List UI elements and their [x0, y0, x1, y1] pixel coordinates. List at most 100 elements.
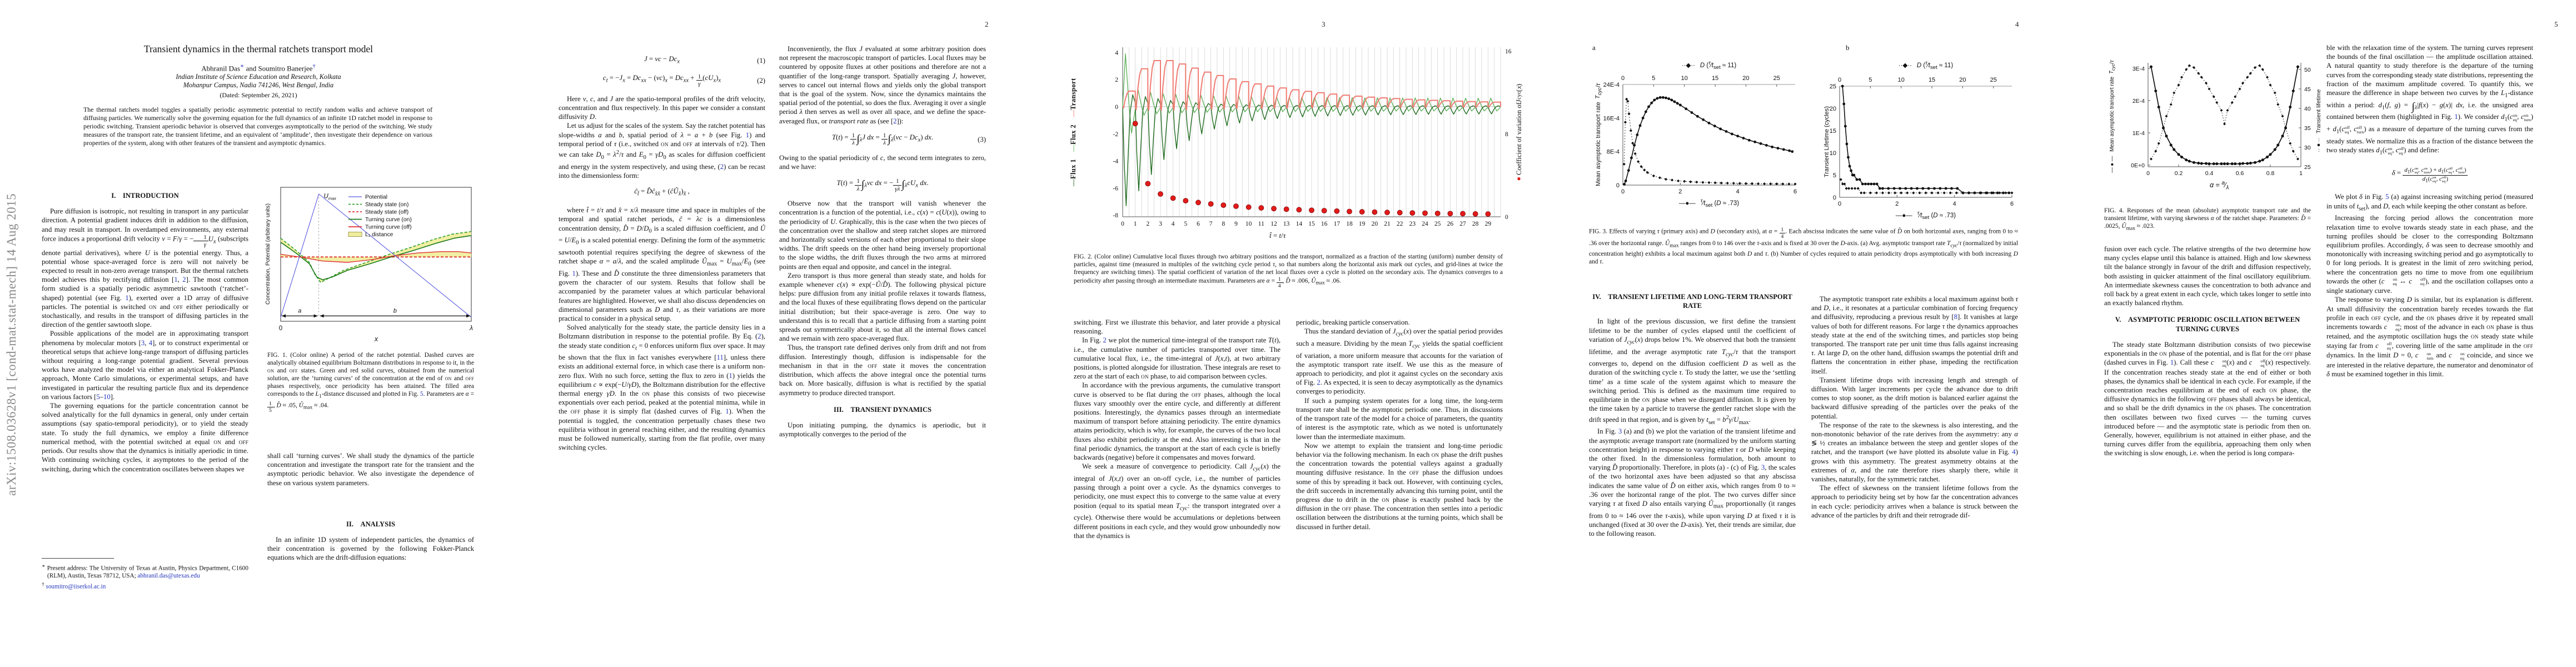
svg-text:29: 29: [1485, 221, 1492, 227]
page2-right-column: Inconveniently, the flux J evaluated at …: [779, 44, 986, 439]
equation-delta: δ = d1(c on eq, c on turn) + d1(c off eq, c off…: [2326, 167, 2533, 184]
svg-text:Umax: Umax: [323, 193, 336, 201]
svg-text:Steady state (off): Steady state (off): [365, 210, 408, 216]
svg-text:0: 0: [1838, 201, 1841, 207]
footnotes: ∗ Present address: The University of Tex…: [42, 558, 248, 593]
svg-text:4: 4: [1172, 221, 1175, 227]
svg-text:2E-4: 2E-4: [2132, 98, 2145, 104]
svg-text:0: 0: [1115, 104, 1118, 111]
svg-text:6: 6: [2010, 201, 2014, 207]
lifetime-paragraph-4: Transient lifetime drops with increasing…: [1811, 376, 2018, 420]
svg-text:0: 0: [1833, 195, 1836, 201]
figure-3-caption: FIG. 3. Effects of varying τ (primary ax…: [1589, 227, 2018, 265]
analysis-paragraph-5: Solved analytically for the steady state…: [559, 323, 766, 452]
svg-text:5: 5: [1833, 172, 1836, 179]
svg-text:24: 24: [1422, 221, 1428, 227]
analysis-paragraph-4: where t̂ = t/τ and x̂ = x/λ measure time…: [559, 206, 766, 322]
svg-text:10: 10: [1681, 75, 1688, 82]
svg-text:18: 18: [1346, 221, 1353, 227]
svg-text:27: 27: [1459, 221, 1466, 227]
page1-right-column: shall call ‘turning curves’. We shall st…: [267, 451, 474, 563]
svg-text:0E+0: 0E+0: [2131, 162, 2145, 169]
svg-text:λ: λ: [469, 324, 473, 332]
oscillation-paragraph-2: The steady state Boltzmann distribution …: [2104, 340, 2311, 457]
svg-text:17: 17: [1334, 221, 1341, 227]
svg-text:2: 2: [1678, 188, 1682, 195]
turning-curves-paragraph: shall call ‘turning curves’. We shall st…: [267, 452, 474, 487]
page-number-2: 2: [985, 20, 989, 28]
svg-text:30: 30: [2304, 145, 2311, 151]
svg-text:11: 11: [1258, 221, 1264, 227]
svg-text:25: 25: [1990, 77, 1997, 83]
svg-text:20: 20: [1742, 75, 1749, 82]
svg-text:35: 35: [2304, 125, 2311, 132]
equation-dimensionless: ĉt̂ = D̂ĉx̂x̂ + (ĉÛx̂)x̂ ,: [634, 187, 690, 197]
analysis-paragraph-3: Let us adjust for the scales of the syst…: [559, 122, 766, 180]
intro-paragraph-3: The governing equations for the particle…: [42, 402, 248, 473]
svg-text:3: 3: [1159, 221, 1162, 227]
svg-text:-6: -6: [1113, 185, 1118, 192]
svg-text:4: 4: [1953, 201, 1956, 207]
svg-text:45: 45: [2304, 86, 2311, 93]
page1-left-column: I. INTRODUCTION Pure diffusion is isotro…: [42, 183, 248, 474]
svg-text:16: 16: [1321, 221, 1328, 227]
svg-text:26: 26: [1447, 221, 1454, 227]
svg-text:6: 6: [1197, 221, 1200, 227]
figure-3b-y-axis-label: Transient Lifetime (cycles): [1823, 106, 1830, 177]
svg-text:28: 28: [1472, 221, 1479, 227]
svg-text:15: 15: [1308, 221, 1315, 227]
page2-left-column: J = vc − Dcx (1) ct = −Jx = Dcxx − (vc)x …: [559, 44, 765, 452]
svg-text:15: 15: [1712, 75, 1718, 82]
page-number-5: 5: [2554, 20, 2558, 28]
transient-paragraph-5: periodic, breaking particle conservation…: [1296, 318, 1410, 326]
transient-paragraph-3: In accordance with the previous argument…: [1074, 381, 1280, 462]
svg-text:19: 19: [1359, 221, 1366, 227]
figure-3b-panel-label: b: [1846, 43, 1850, 52]
figure-3: 0 5 10 15 20 25 0 2 4 6 0 8E-4 16E-4 24E-4 0 5 10 15 20 25 0…: [1546, 0, 2061, 222]
transient-paragraph-6: Thus the standard deviation of Jcyc(x) o…: [1296, 327, 1503, 396]
figure-4-right-axis-label: ··●·· Transient lifetime: [2315, 89, 2322, 153]
footnote-email[interactable]: † soumitro@iiserkol.ac.in: [42, 582, 106, 590]
svg-text:5: 5: [1652, 75, 1655, 82]
paper-title: Transient dynamics in the thermal ratche…: [144, 43, 373, 54]
transient-paragraph-8: Now we attempt to explain the transient …: [1296, 441, 1503, 531]
transient-paragraph-7: If such a pumping system operates for a …: [1296, 396, 1503, 441]
transient-paragraph-4: We seek a measure of convergence to peri…: [1074, 462, 1280, 540]
figure-2-x-axis-label: t̂ = t/τ: [1269, 231, 1286, 240]
analysis-paragraph-1: In an infinite 1D system of independent …: [267, 536, 474, 562]
footnote-present-address[interactable]: ∗ Present address: The University of Tex…: [42, 564, 248, 580]
figure-2-caption: FIG. 2. (Color online) Cumulative local …: [1074, 253, 1503, 290]
page-5: 5 0E+0 1E-4 2E-4 3E-4 25 30 35 40 45 50 0 0.2 0.4 0.6…: [2061, 0, 2576, 667]
svg-text:16E-4: 16E-4: [1603, 115, 1620, 122]
svg-text:21: 21: [1384, 221, 1391, 227]
svg-text:20: 20: [1372, 221, 1378, 227]
transport-rate-paragraph-2: Owing to the spatial periodicity of c, t…: [779, 153, 986, 171]
svg-text:0: 0: [1121, 221, 1124, 227]
figure-2-left-axis-label: — Flux 1 — Flux 2 — Transport: [1069, 77, 1077, 187]
svg-text:0.8: 0.8: [2266, 170, 2275, 177]
section-heading-transient-dynamics: III. TRANSIENT DYNAMICS: [833, 405, 932, 414]
transport-rate-paragraph-3: Observe now that the transport will vani…: [779, 200, 986, 271]
figure-1-caption: FIG. 1. (Color online) A period of the r…: [267, 352, 474, 414]
figure-4-caption: FIG. 4. Responses of the mean (absolute)…: [2104, 207, 2311, 232]
svg-text:Turning curve (on): Turning curve (on): [365, 217, 412, 223]
analysis-paragraph-2: Here v, c, and J are the spatio-temporal…: [559, 94, 765, 121]
svg-text:13: 13: [1283, 221, 1290, 227]
svg-text:5: 5: [1184, 221, 1187, 227]
figure-3a-top-legend: ··◆·· D (τ⁄tset ≈ 11): [1681, 60, 1737, 71]
transient-dynamics-paragraph-1: Upon initiating pumping, the dynamics is…: [779, 421, 986, 439]
svg-text:15: 15: [1929, 77, 1935, 83]
svg-text:14: 14: [1296, 221, 1303, 227]
page4-left-column: IV. TRANSIENT LIFETIME AND LONG-TERM TRA…: [1589, 285, 1796, 538]
page5-right-column: ble with the relaxation time of the syst…: [2326, 43, 2533, 379]
svg-text:8E-4: 8E-4: [1607, 149, 1620, 156]
authors: Abhranil Das∗ and Soumitro Banerjee†: [201, 63, 316, 73]
svg-text:40: 40: [2304, 106, 2311, 112]
svg-text:Potential: Potential: [365, 195, 387, 201]
section-heading-introduction: I. INTRODUCTION: [111, 192, 179, 200]
svg-text:0.4: 0.4: [2205, 170, 2214, 177]
affiliation-line-1: Indian Institute of Science Education an…: [176, 73, 341, 81]
figure-2: 4 2 0 -2 -4 -6 -8 0 8 16 0 1 2 3 4 5 6 7 8 9 10 11 12 13 14 15 16 1…: [1030, 0, 1546, 245]
